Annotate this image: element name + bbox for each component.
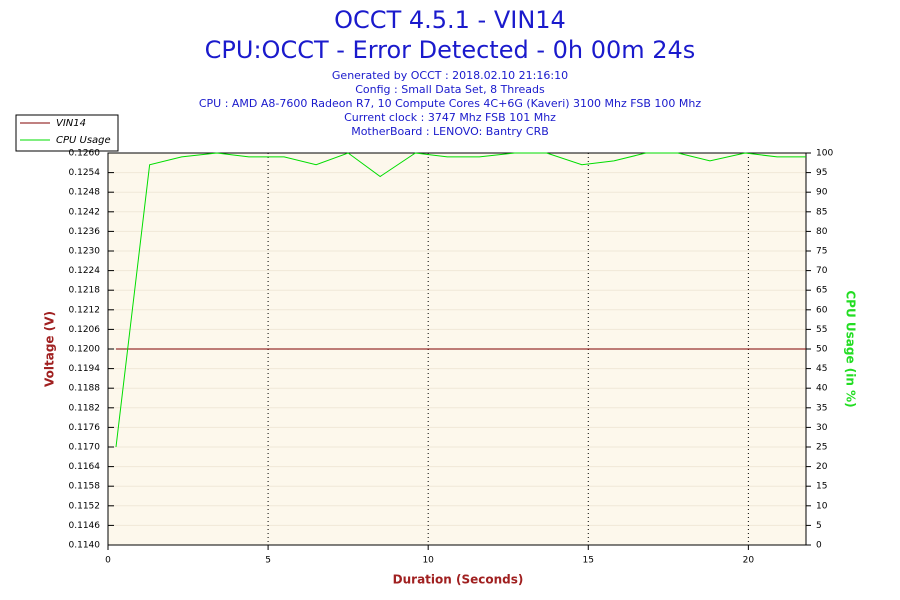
y-tick-label: 0.1230: [69, 247, 101, 257]
y2-tick-label: 45: [816, 364, 827, 374]
y-tick-label: 0.1218: [69, 286, 101, 296]
info-line: Generated by OCCT : 2018.02.10 21:16:10: [332, 69, 568, 82]
y2-tick-label: 40: [816, 384, 828, 394]
y2-tick-label: 30: [816, 423, 828, 433]
y-tick-label: 0.1254: [69, 168, 101, 178]
y-tick-label: 0.1212: [69, 305, 101, 315]
y-tick-label: 0.1152: [69, 501, 101, 511]
y2-tick-label: 0: [816, 541, 822, 551]
info-line: CPU : AMD A8-7600 Radeon R7, 10 Compute …: [199, 97, 702, 110]
y-tick-label: 0.1224: [69, 266, 101, 276]
y2-axis-label: CPU Usage (in %): [844, 290, 858, 407]
info-line: Current clock : 3747 Mhz FSB 101 Mhz: [344, 111, 556, 124]
info-line: Config : Small Data Set, 8 Threads: [355, 83, 545, 96]
y2-tick-label: 5: [816, 521, 822, 531]
x-tick-label: 10: [422, 556, 434, 566]
y-tick-label: 0.1260: [69, 149, 101, 159]
y2-tick-label: 70: [816, 266, 828, 276]
y2-tick-label: 100: [816, 149, 833, 159]
y-tick-label: 0.1188: [69, 384, 101, 394]
y-tick-label: 0.1170: [69, 443, 101, 453]
y2-tick-label: 50: [816, 345, 828, 355]
y2-tick-label: 20: [816, 462, 828, 472]
y-tick-label: 0.1140: [69, 541, 101, 551]
y2-tick-label: 15: [816, 482, 827, 492]
y-tick-label: 0.1242: [69, 207, 101, 217]
y2-tick-label: 55: [816, 325, 827, 335]
x-tick-label: 5: [265, 556, 271, 566]
x-axis-label: Duration (Seconds): [393, 573, 524, 587]
x-tick-label: 0: [105, 556, 111, 566]
y2-tick-label: 75: [816, 247, 827, 257]
chart-title: OCCT 4.5.1 - VIN14: [334, 6, 566, 34]
info-line: MotherBoard : LENOVO: Bantry CRB: [351, 125, 549, 138]
y-tick-label: 0.1248: [69, 188, 101, 198]
x-tick-label: 15: [583, 556, 594, 566]
x-tick-label: 20: [743, 556, 755, 566]
y2-tick-label: 25: [816, 443, 827, 453]
legend-label: VIN14: [56, 118, 86, 129]
y2-tick-label: 85: [816, 207, 827, 217]
series-line: [115, 152, 806, 448]
y-tick-label: 0.1194: [69, 364, 101, 374]
y-tick-label: 0.1176: [69, 423, 101, 433]
y2-tick-label: 80: [816, 227, 828, 237]
y-tick-label: 0.1146: [69, 521, 101, 531]
y2-tick-label: 95: [816, 168, 827, 178]
y-tick-label: 0.1182: [69, 403, 101, 413]
y-tick-label: 0.1236: [69, 227, 101, 237]
y2-tick-label: 35: [816, 403, 827, 413]
legend-label: CPU Usage: [56, 135, 111, 146]
y-tick-label: 0.1158: [69, 482, 101, 492]
y2-tick-label: 60: [816, 305, 828, 315]
y2-tick-label: 65: [816, 286, 827, 296]
y-tick-label: 0.1206: [69, 325, 101, 335]
y-tick-label: 0.1200: [69, 345, 101, 355]
y2-tick-label: 10: [816, 501, 828, 511]
y-tick-label: 0.1164: [69, 462, 101, 472]
y-axis-label: Voltage (V): [43, 311, 57, 387]
legend-box: [15, 114, 119, 152]
y2-tick-label: 90: [816, 188, 828, 198]
chart-subtitle: CPU:OCCT - Error Detected - 0h 00m 24s: [205, 36, 696, 64]
